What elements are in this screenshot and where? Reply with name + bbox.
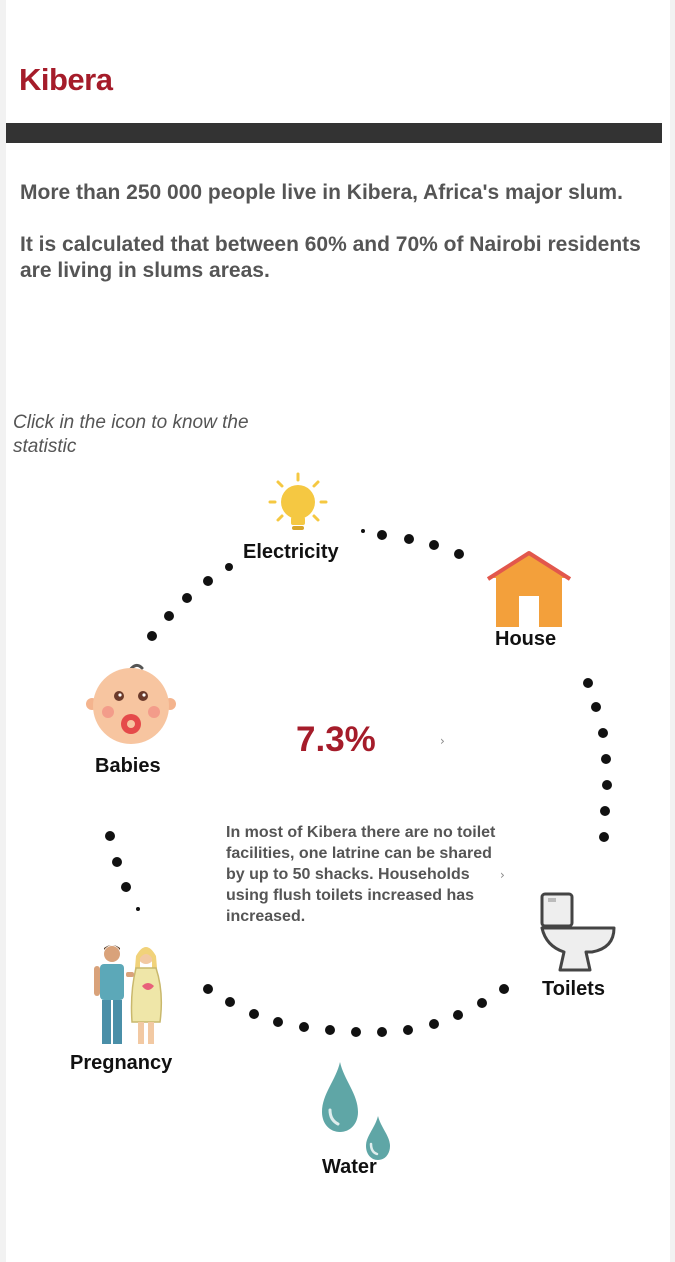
circle-dot [225,563,233,571]
circle-dot [182,593,192,603]
circle-dot [598,728,608,738]
circle-dot [203,576,213,586]
circle-dot [453,1010,463,1020]
circle-dot [203,984,213,994]
circle-dot [377,1027,387,1037]
pregnancy-button[interactable] [92,942,168,1046]
circle-dot [454,549,464,559]
circle-dot [602,780,612,790]
chevron-right-icon: › [500,868,505,882]
circle-dot [325,1025,335,1035]
circle-dot [121,882,131,892]
intro-paragraph-2: It is calculated that between 60% and 70… [20,233,641,282]
water-drops-icon [322,1062,390,1160]
circle-dot [477,998,487,1008]
page-title: Kibera [19,62,113,97]
house-icon [486,551,572,627]
couple-pregnant-icon [94,945,163,1044]
circle-dot [583,678,593,688]
circle-dot [404,534,414,544]
water-label: Water [322,1156,377,1178]
house-label: House [495,628,557,650]
instruction-hint: Click in the icon to know the statistic [13,412,249,457]
intro-text: More than 250 000 people live in Kibera,… [20,180,650,310]
circle-dot [164,611,174,621]
circle-dot [225,997,235,1007]
circle-dot [429,1019,439,1029]
toilets-button[interactable] [534,890,620,974]
circle-dot [403,1025,413,1035]
circle-dot [351,1027,361,1037]
circle-dot [429,540,439,550]
electricity-label: Electricity [243,541,339,563]
header-divider-bar [6,123,662,143]
lightbulb-icon [268,472,328,530]
house-button[interactable] [486,548,572,628]
circle-dot [105,831,115,841]
circle-dot [600,806,610,816]
circle-dot [147,631,157,641]
statistic-description: In most of Kibera there are no toilet fa… [226,824,496,925]
statistic-value: 7.3% [296,720,376,759]
toilet-icon [540,892,616,972]
circle-dot [299,1022,309,1032]
circle-dot [601,754,611,764]
water-button[interactable] [318,1060,394,1164]
babies-button[interactable] [86,660,180,748]
pregnancy-label: Pregnancy [70,1052,173,1074]
circle-dot [499,984,509,994]
babies-label: Babies [95,755,161,777]
intro-paragraph-1: More than 250 000 people live in Kibera,… [20,181,623,204]
chevron-right-icon: › [440,734,445,748]
circle-dot [599,832,609,842]
circle-dot [112,857,122,867]
dotted-circle [105,529,612,1037]
baby-face-icon [86,663,176,744]
page: Kibera More than 250 000 people live in … [6,0,670,1262]
circle-dot [377,530,387,540]
electricity-button[interactable] [264,472,332,536]
circle-dot [591,702,601,712]
circle-dot [136,907,140,911]
toilets-label: Toilets [542,978,605,1000]
circle-dot [249,1009,259,1019]
circle-dot [361,529,365,533]
circle-dot [273,1017,283,1027]
